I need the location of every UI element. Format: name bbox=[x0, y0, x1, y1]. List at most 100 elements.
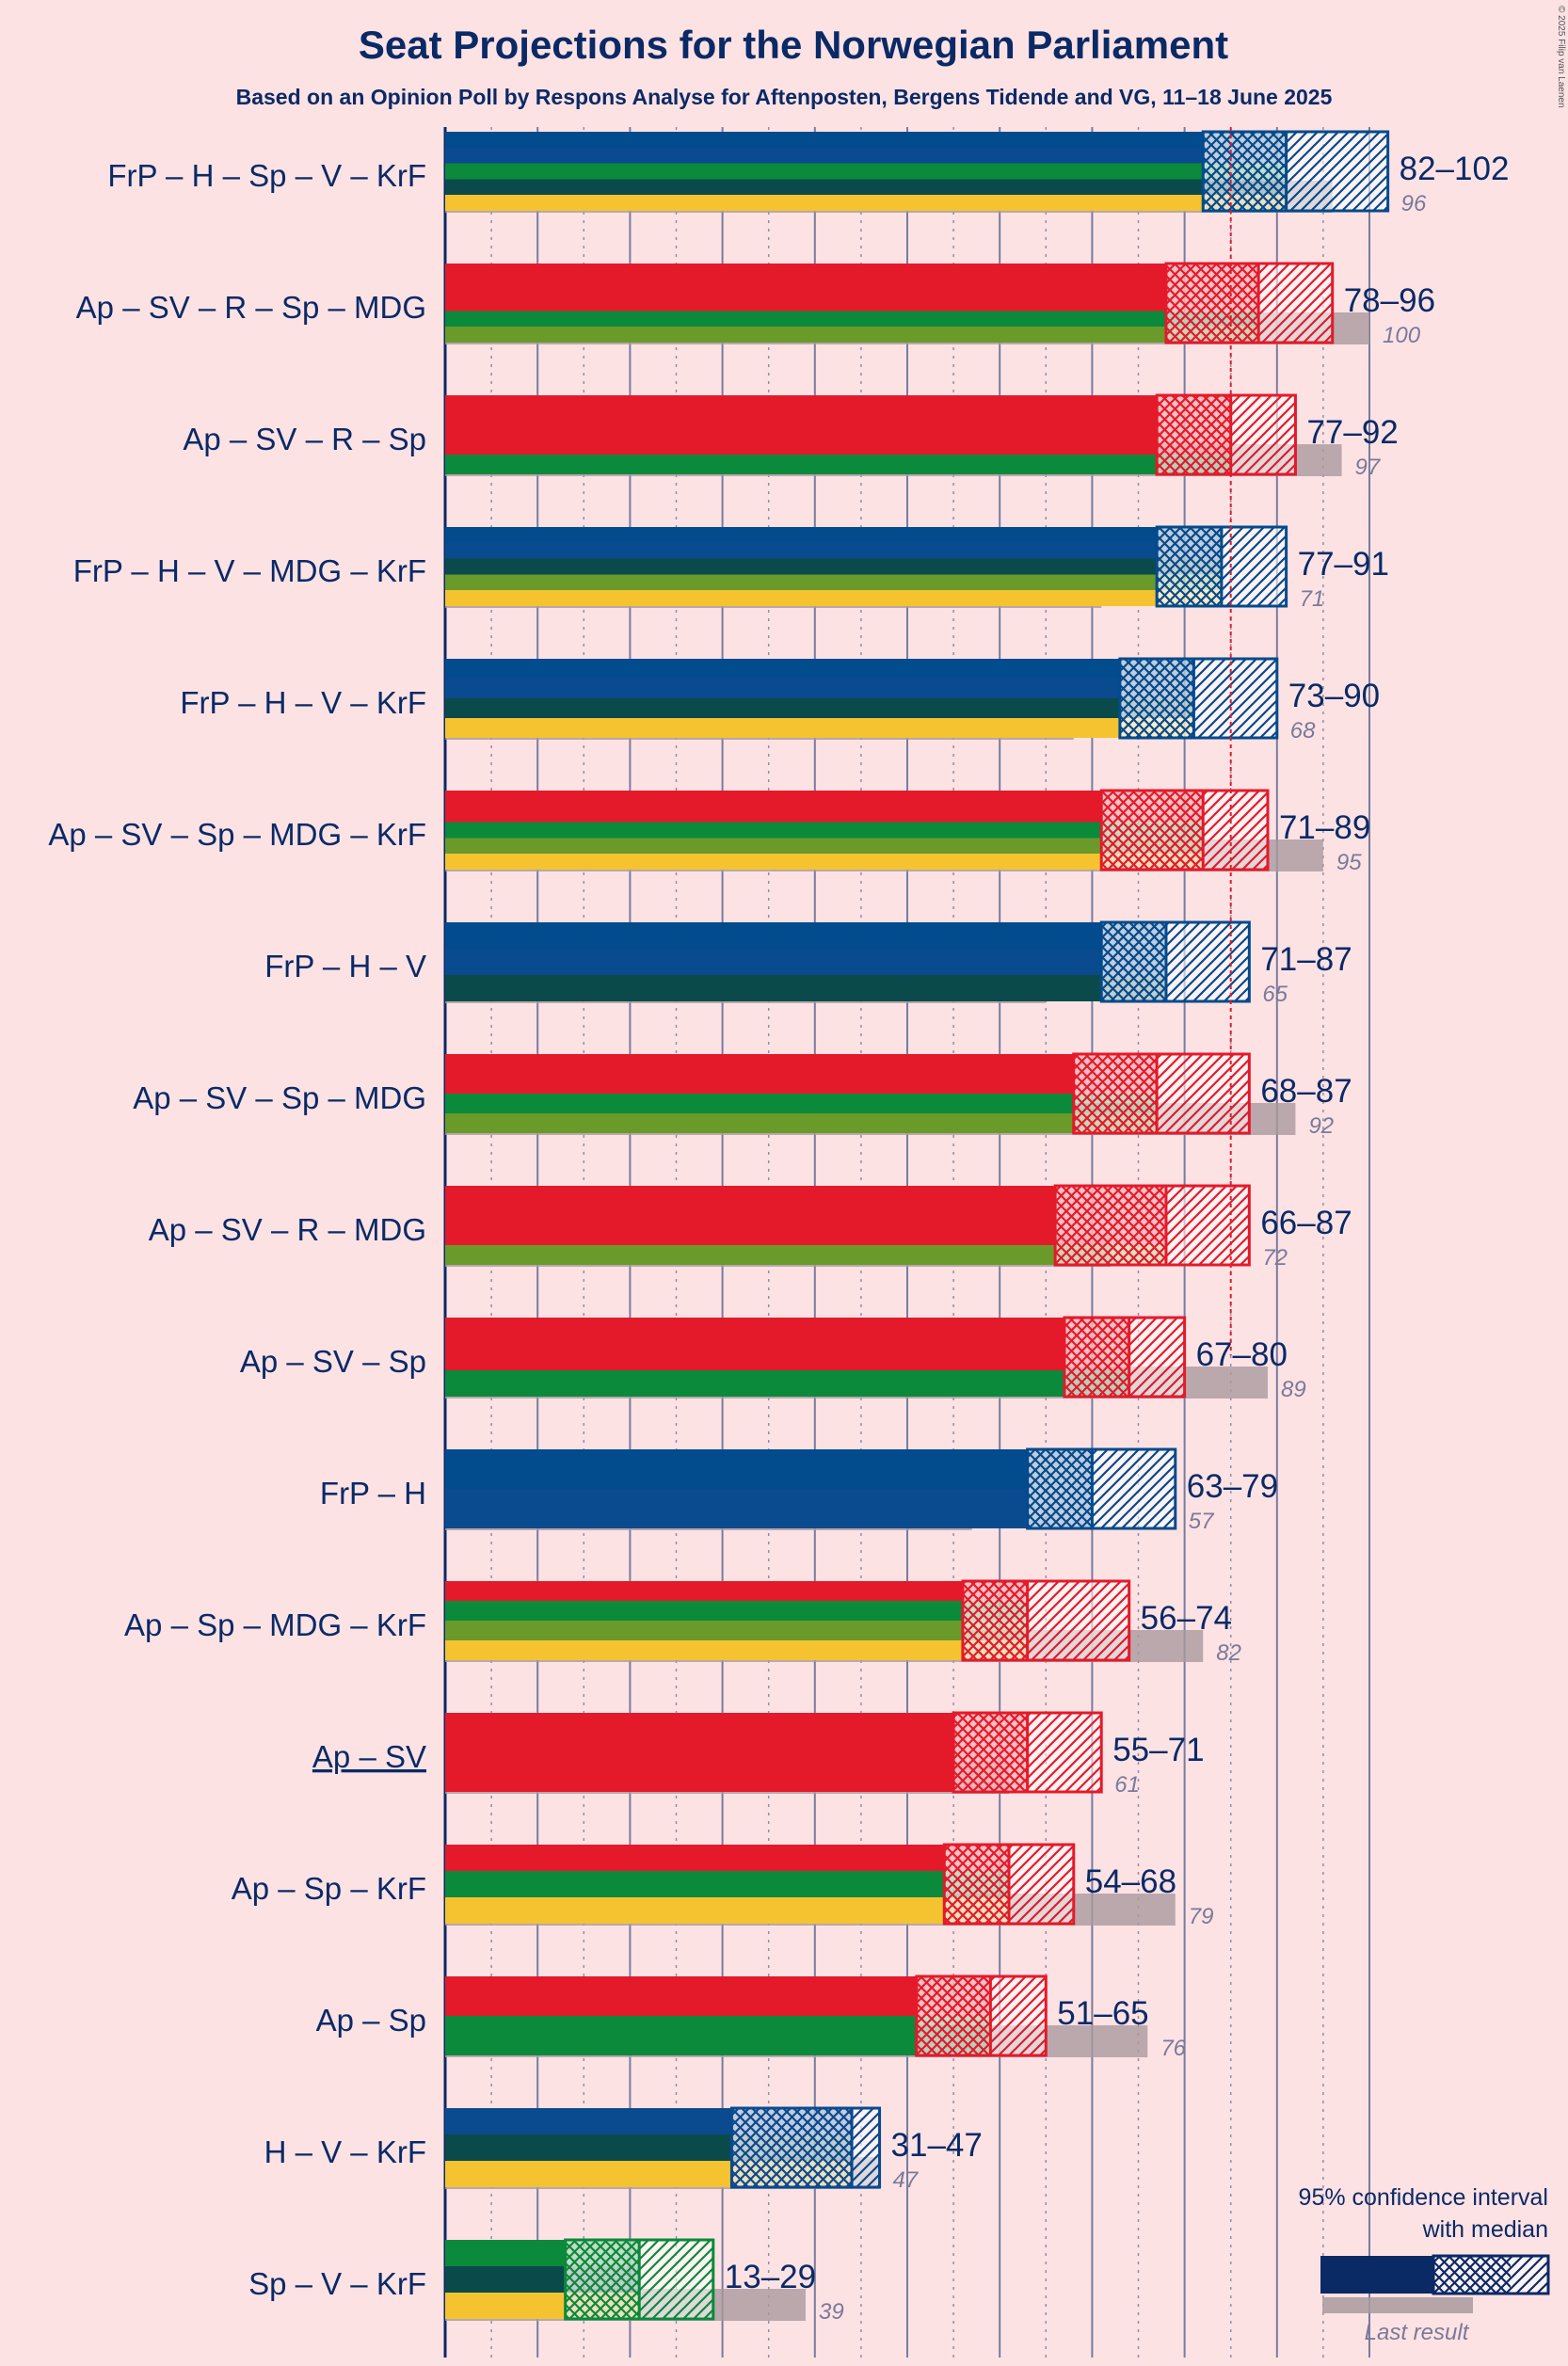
coalition-label: Ap – Sp – KrF bbox=[232, 1871, 426, 1906]
ci-lower-hatch bbox=[1165, 264, 1259, 343]
range-label: 55–71 bbox=[1112, 1732, 1204, 1768]
legend-ci-outline bbox=[1432, 2254, 1550, 2295]
solid-bar bbox=[445, 659, 1120, 738]
coalition-label: FrP – H bbox=[320, 1476, 426, 1511]
coalition-row: Ap – SV – R – Sp – MDG 78–96 100 bbox=[76, 262, 1435, 348]
ci-outline bbox=[1099, 920, 1251, 1003]
coalition-label: Ap – SV – Sp bbox=[240, 1344, 426, 1379]
ci-lower-hatch bbox=[1101, 791, 1204, 870]
coalition-row: H – V – KrF 31–47 47 bbox=[264, 2106, 983, 2193]
ci-lower-hatch bbox=[916, 1976, 991, 2055]
legend-ci-label: 95% confidence interval bbox=[1299, 2184, 1548, 2211]
solid-bar bbox=[445, 1845, 945, 1924]
ci-upper-hatch bbox=[1221, 527, 1287, 606]
coalition-row: Ap – Sp – KrF 54–68 79 bbox=[232, 1843, 1214, 1929]
ci-outline bbox=[961, 1579, 1131, 1662]
ci-outline bbox=[1072, 1052, 1251, 1135]
solid-bar bbox=[445, 1976, 917, 2055]
coalition-row: Ap – SV – Sp 67–80 89 bbox=[240, 1316, 1306, 1402]
coalition-row: Ap – Sp 51–65 76 bbox=[316, 1974, 1187, 2061]
solid-bar bbox=[445, 2240, 566, 2319]
range-label: 82–102 bbox=[1400, 151, 1510, 187]
ci-lower-hatch bbox=[1203, 132, 1287, 211]
coalition-row: Ap – SV – R – MDG 66–87 72 bbox=[149, 1184, 1352, 1271]
last-result-label: 92 bbox=[1308, 1113, 1334, 1139]
ci-outline bbox=[1155, 393, 1297, 476]
solid-bar bbox=[445, 791, 1102, 870]
coalition-row: FrP – H – V 71–87 65 bbox=[264, 920, 1352, 1007]
coalition-label: FrP – H – V bbox=[264, 949, 426, 983]
range-label: 67–80 bbox=[1196, 1336, 1288, 1373]
ci-outline bbox=[1118, 657, 1279, 740]
last-result-label: 57 bbox=[1189, 1509, 1215, 1534]
solid-bar bbox=[445, 1449, 1028, 1528]
range-label: 71–87 bbox=[1260, 941, 1352, 978]
solid-bar bbox=[445, 395, 1158, 474]
range-label: 68–87 bbox=[1260, 1073, 1352, 1110]
ci-lower-hatch bbox=[1101, 922, 1166, 1001]
coalition-row: FrP – H 63–79 57 bbox=[320, 1447, 1278, 1534]
range-label: 71–89 bbox=[1279, 809, 1370, 846]
ci-lower-hatch bbox=[1157, 527, 1222, 606]
solid-bar bbox=[445, 1713, 954, 1792]
coalition-label: Ap – SV – R – MDG bbox=[149, 1212, 426, 1247]
ci-upper-hatch bbox=[1230, 395, 1296, 474]
last-result-label: 79 bbox=[1189, 1904, 1214, 1929]
ci-upper-hatch bbox=[1009, 1845, 1074, 1924]
legend-cross-hatch bbox=[1433, 2256, 1511, 2294]
last-result-label: 95 bbox=[1336, 850, 1362, 875]
ci-lower-hatch bbox=[565, 2240, 640, 2319]
ci-upper-hatch bbox=[1193, 659, 1277, 738]
coalition-label: Ap – SV bbox=[312, 1739, 426, 1774]
ci-lower-hatch bbox=[1157, 395, 1231, 474]
last-result-label: 100 bbox=[1383, 323, 1421, 348]
range-label: 56–74 bbox=[1141, 1600, 1232, 1637]
coalition-rows: FrP – H – Sp – V – KrF 82–102 96 Ap – SV – … bbox=[48, 130, 1510, 2325]
coalition-row: Ap – SV – R – Sp 77–92 97 bbox=[183, 393, 1399, 480]
coalition-row: FrP – H – Sp – V – KrF 82–102 96 bbox=[107, 130, 1510, 216]
solid-bar bbox=[445, 2108, 732, 2187]
ci-outline bbox=[1201, 130, 1390, 213]
ci-upper-hatch bbox=[1165, 922, 1250, 1001]
ci-outline bbox=[1053, 1184, 1251, 1267]
last-result-label: 97 bbox=[1355, 455, 1382, 480]
solid-bar bbox=[445, 264, 1166, 343]
last-result-label: 71 bbox=[1300, 586, 1325, 612]
ci-upper-hatch bbox=[1203, 791, 1268, 870]
range-label: 77–91 bbox=[1298, 546, 1389, 583]
last-result-label: 47 bbox=[893, 2167, 920, 2193]
ci-upper-hatch bbox=[1092, 1449, 1176, 1528]
last-result-label: 96 bbox=[1401, 191, 1427, 216]
coalition-row: Ap – SV – Sp – MDG 68–87 92 bbox=[133, 1052, 1352, 1139]
credit-text: © 2025 Filip van Laenen bbox=[1556, 6, 1566, 108]
ci-lower-hatch bbox=[1119, 659, 1194, 738]
ci-lower-hatch bbox=[1073, 1054, 1158, 1133]
solid-bar bbox=[445, 922, 1102, 1001]
range-label: 13–29 bbox=[725, 2259, 816, 2295]
legend-last-label: Last result bbox=[1365, 2320, 1470, 2345]
ci-upper-hatch bbox=[1286, 132, 1388, 211]
solid-bar bbox=[445, 1186, 1056, 1265]
range-label: 66–87 bbox=[1260, 1205, 1352, 1241]
ci-outline bbox=[1164, 262, 1335, 344]
solid-bar bbox=[445, 1054, 1074, 1133]
ci-outline bbox=[915, 1974, 1048, 2057]
solid-bar bbox=[445, 1581, 963, 1660]
ci-upper-hatch bbox=[1027, 1581, 1129, 1660]
last-result-label: 65 bbox=[1262, 982, 1288, 1007]
coalition-label: Ap – SV – Sp – MDG – KrF bbox=[48, 817, 426, 852]
ci-upper-hatch bbox=[1258, 264, 1333, 343]
solid-bar bbox=[445, 527, 1158, 606]
legend-median-label: with median bbox=[1422, 2216, 1548, 2243]
coalition-label: Ap – SV – Sp – MDG bbox=[133, 1080, 426, 1115]
ci-upper-hatch bbox=[1157, 1054, 1250, 1133]
coalition-label: H – V – KrF bbox=[264, 2134, 426, 2169]
legend-diag-hatch bbox=[1511, 2256, 1548, 2294]
ci-outline bbox=[1099, 789, 1270, 871]
chart-title: Seat Projections for the Norwegian Parli… bbox=[359, 23, 1228, 67]
last-result-label: 82 bbox=[1216, 1640, 1241, 1666]
range-label: 31–47 bbox=[891, 2127, 983, 2164]
ci-upper-hatch bbox=[852, 2108, 880, 2187]
range-label: 51–65 bbox=[1057, 1995, 1148, 2032]
